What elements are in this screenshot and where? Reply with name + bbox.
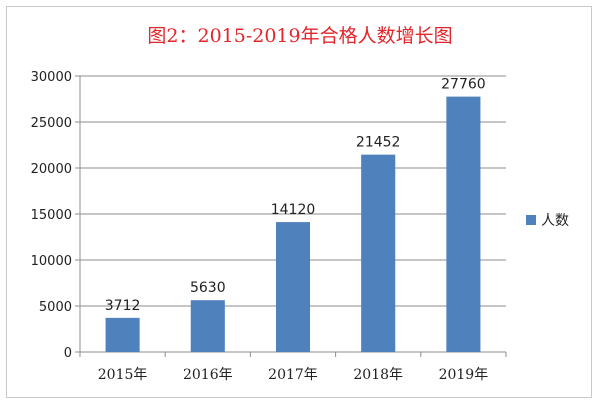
x-tick-label: 2015年 — [98, 367, 148, 383]
data-label: 27760 — [441, 77, 486, 93]
data-label: 14120 — [271, 202, 316, 218]
legend-swatch — [526, 215, 536, 225]
data-label: 21452 — [356, 135, 401, 151]
data-labels: 3712 5630 14120 21452 27760 — [105, 77, 486, 314]
x-tick-label: 2018年 — [353, 367, 403, 383]
y-tick-label: 10000 — [31, 254, 72, 269]
y-tick-label: 25000 — [31, 116, 72, 131]
x-tick-label: 2017年 — [268, 367, 318, 383]
y-tick-label: 15000 — [31, 208, 72, 223]
x-tick-label: 2019年 — [439, 367, 489, 383]
bar-5 — [446, 96, 481, 352]
bars — [105, 96, 481, 352]
x-tick-label: 2016年 — [183, 367, 233, 383]
bar-1 — [105, 317, 140, 352]
y-tick-label: 0 — [64, 346, 72, 361]
y-tick-label: 5000 — [39, 300, 72, 315]
data-label: 5630 — [190, 280, 226, 296]
bar-3 — [275, 222, 311, 352]
gridlines — [80, 75, 506, 307]
bar-4 — [361, 154, 396, 352]
y-axis-ticks: 0 5000 10000 15000 20000 25000 30000 — [31, 70, 80, 361]
data-label: 3712 — [105, 298, 141, 314]
legend: 人数 — [526, 213, 569, 229]
y-tick-label: 30000 — [31, 70, 72, 85]
y-tick-label: 20000 — [31, 162, 72, 177]
x-axis-ticks: 2015年 2016年 2017年 2018年 2019年 — [79, 352, 507, 383]
chart-title: 图2：2015-2019年合格人数增长图 — [147, 25, 452, 47]
legend-label: 人数 — [541, 213, 569, 229]
bar-2 — [190, 300, 225, 352]
